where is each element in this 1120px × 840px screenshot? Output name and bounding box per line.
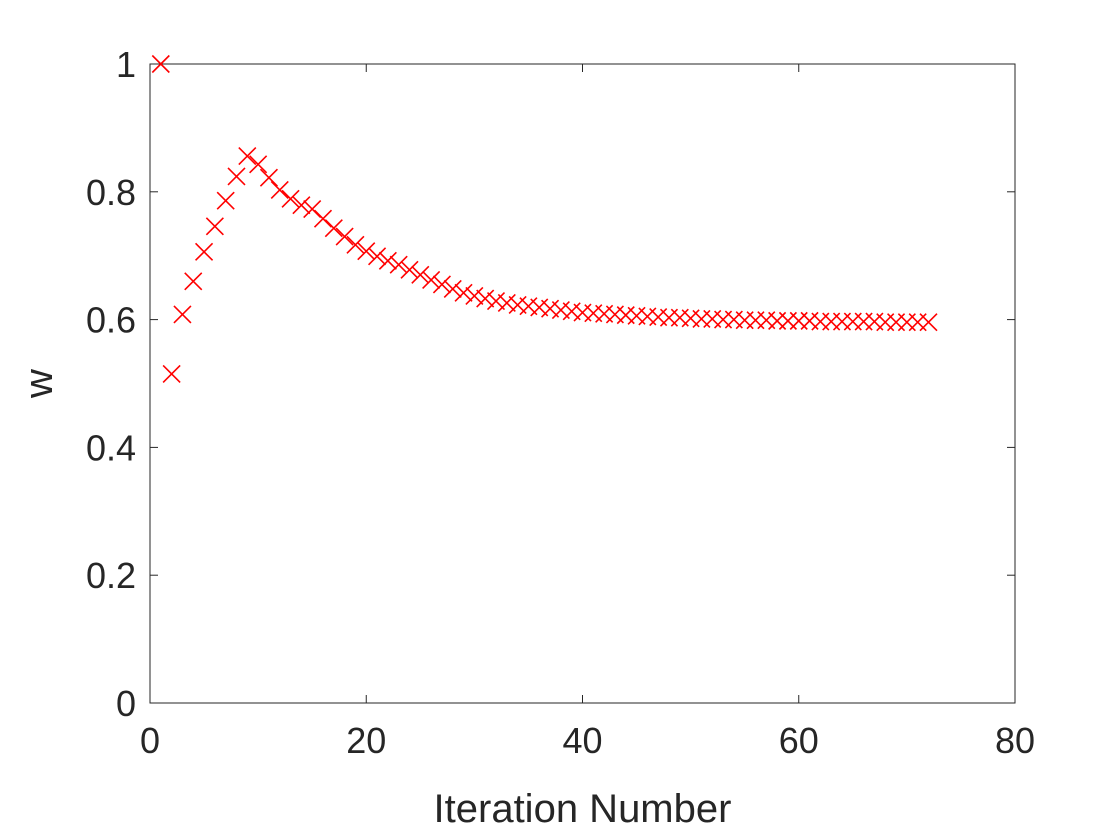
- data-markers: [151, 54, 938, 383]
- data-point: [194, 242, 214, 261]
- x-tick-label: 0: [140, 720, 160, 761]
- data-point: [303, 199, 322, 219]
- data-point: [227, 167, 246, 186]
- data-point: [151, 54, 170, 74]
- plot-frame: [149, 63, 1016, 704]
- data-point: [476, 289, 495, 308]
- data-point: [216, 191, 235, 210]
- data-point: [378, 251, 397, 270]
- data-point: [324, 219, 343, 238]
- y-tick-label: 0: [116, 683, 136, 724]
- data-point: [411, 265, 430, 284]
- x-axis-title: Iteration Number: [434, 787, 732, 831]
- data-point: [335, 227, 354, 246]
- data-point: [400, 260, 419, 279]
- data-point: [249, 155, 268, 174]
- data-point: [422, 270, 441, 290]
- data-point: [346, 235, 365, 254]
- data-point: [313, 209, 333, 228]
- data-point: [367, 247, 387, 266]
- tick-labels: 0 20 40 60 80 0 0.2 0.4 0.6 0.8 1: [86, 44, 1035, 761]
- data-point: [443, 279, 462, 298]
- y-tick-label: 0.8: [86, 172, 136, 213]
- data-point: [259, 168, 279, 187]
- ticks: [149, 63, 1016, 704]
- y-tick-label: 0.2: [86, 555, 136, 596]
- x-tick-label: 40: [562, 720, 602, 761]
- y-tick-label: 0.6: [86, 300, 136, 341]
- data-point: [270, 180, 289, 199]
- x-tick-label: 80: [995, 720, 1035, 761]
- x-tick-label: 60: [779, 720, 819, 761]
- data-point: [281, 189, 300, 208]
- y-tick-label: 0.4: [86, 427, 136, 468]
- data-point: [432, 275, 452, 294]
- data-point: [454, 283, 473, 302]
- data-point: [486, 292, 506, 311]
- data-point: [919, 313, 938, 332]
- axes-box: [149, 63, 1016, 704]
- data-point: [357, 242, 376, 261]
- data-point: [238, 146, 257, 166]
- data-point: [292, 196, 311, 215]
- data-point: [162, 364, 181, 383]
- x-tick-label: 20: [346, 720, 386, 761]
- data-point: [184, 272, 203, 291]
- data-point: [465, 286, 484, 306]
- data-point: [389, 255, 408, 274]
- data-point: [173, 305, 192, 324]
- data-point: [205, 217, 224, 236]
- data-point: [497, 293, 516, 313]
- y-axis-title: w: [17, 369, 61, 399]
- y-tick-label: 1: [116, 44, 136, 85]
